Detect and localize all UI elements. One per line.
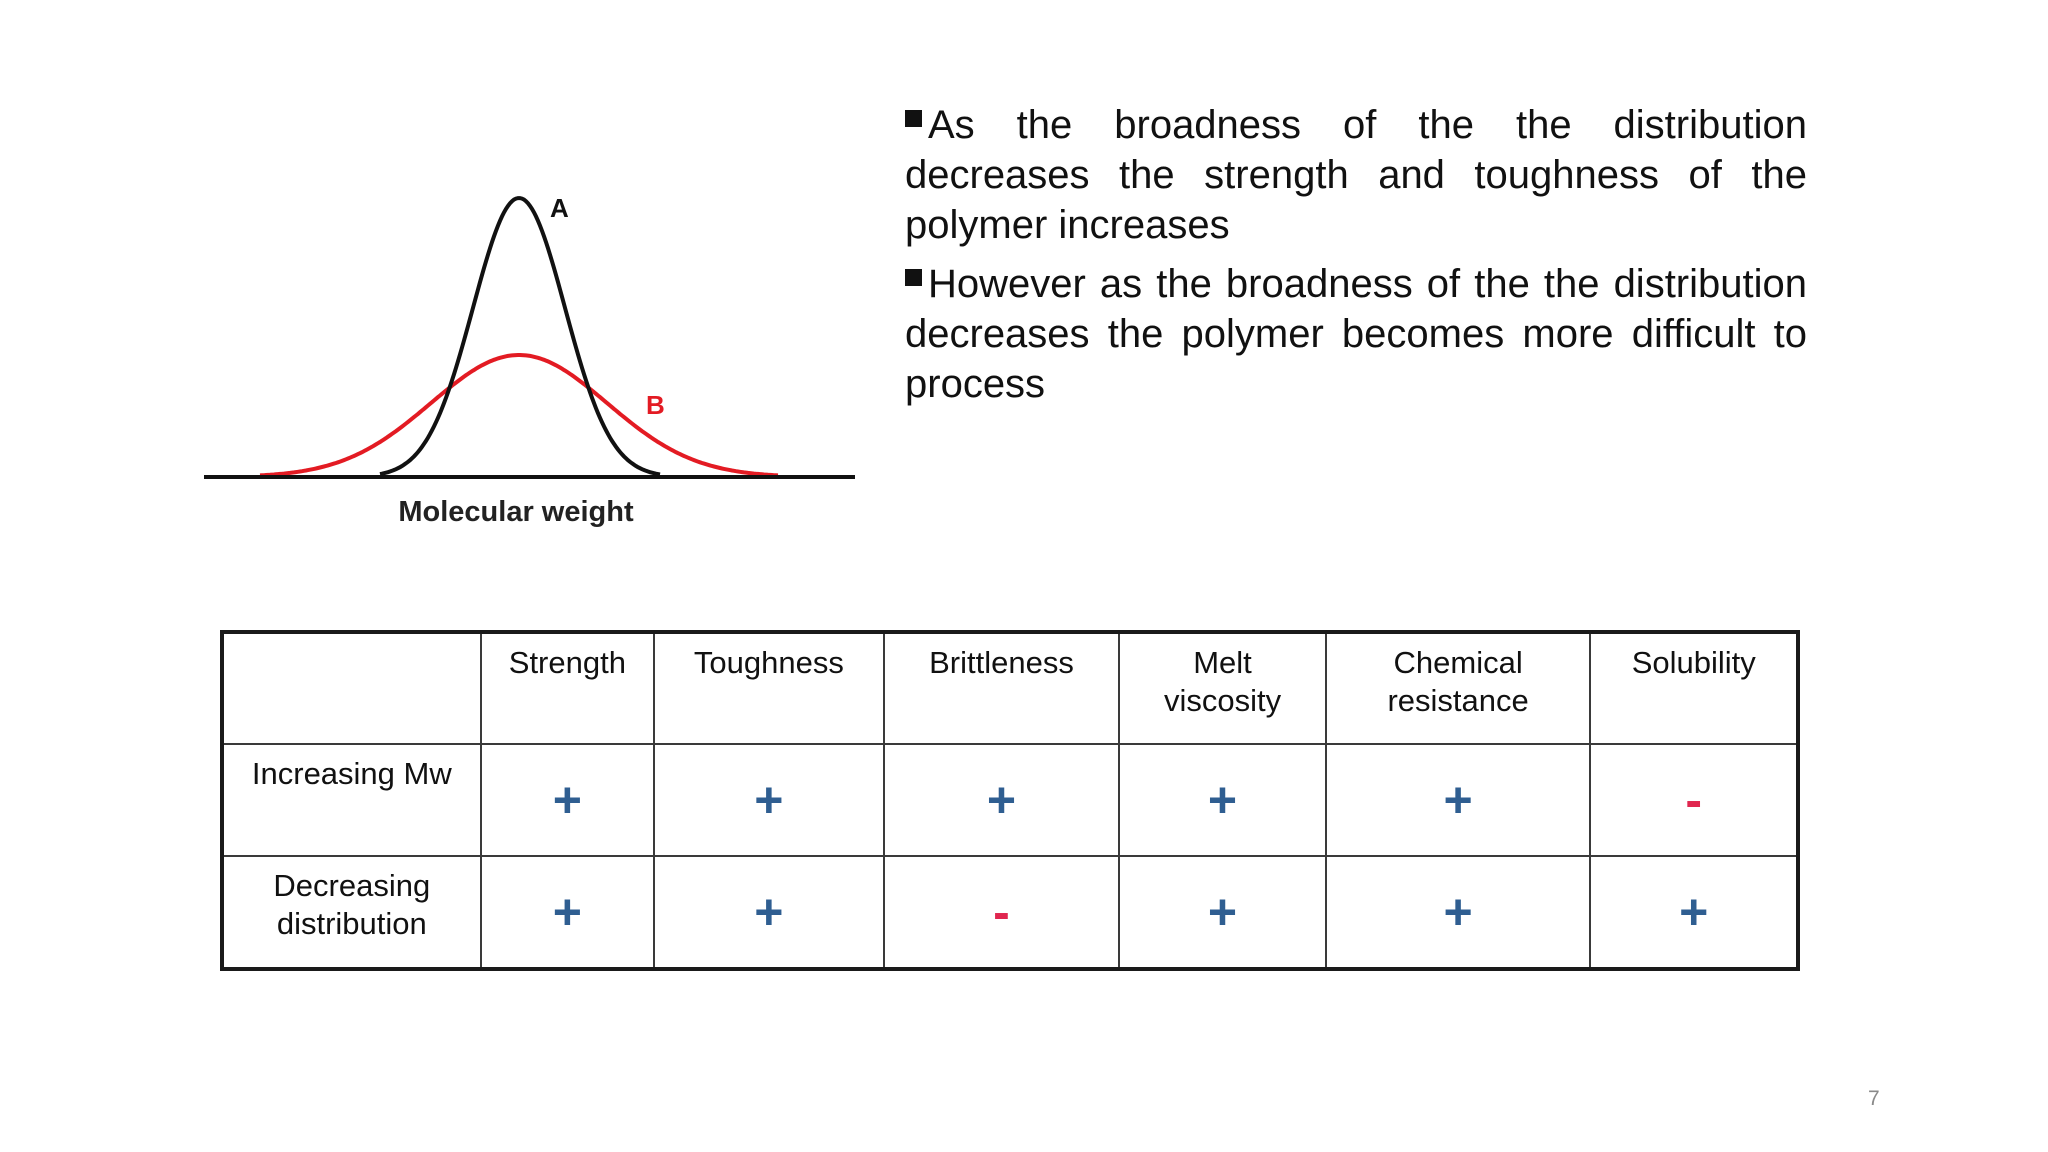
table-cell: + xyxy=(1118,743,1327,857)
table-cell: - xyxy=(1589,743,1799,857)
table-header-toughness: Toughness xyxy=(653,631,885,745)
table-cell: + xyxy=(479,855,656,970)
bullet-text: However as the broadness of the the dist… xyxy=(905,262,1807,406)
curve-a xyxy=(379,196,661,477)
properties-table: Strength Toughness Brittleness Melt visc… xyxy=(220,630,1800,971)
row-label-text: Decreasing distribution xyxy=(273,868,431,941)
table-cell: + xyxy=(653,855,885,970)
header-text: Melt viscosity xyxy=(1163,645,1282,718)
row-label: Decreasing distribution xyxy=(221,855,482,970)
table-header-empty xyxy=(221,631,482,745)
table-cell: + xyxy=(1324,855,1592,970)
bullet-item: However as the broadness of the the dist… xyxy=(905,259,1807,409)
table-cell: + xyxy=(1324,743,1592,857)
table-cell: + xyxy=(1589,855,1799,970)
table-header-chemical-resistance: Chemical resistance xyxy=(1324,631,1592,745)
bullet-list: As the broadness of the the distribution… xyxy=(905,100,1807,418)
curve-a-label: A xyxy=(550,193,569,223)
table-header-row: Strength Toughness Brittleness Melt visc… xyxy=(221,631,1799,745)
header-text: Chemical resistance xyxy=(1387,645,1529,718)
table-cell: + xyxy=(653,743,885,857)
table-header-melt-viscosity: Melt viscosity xyxy=(1118,631,1327,745)
distribution-curves-svg: A B Molecular weight xyxy=(204,193,855,528)
row-label: Increasing Mw xyxy=(221,743,482,857)
curve-b-label: B xyxy=(646,390,665,420)
table-row: Decreasing distribution + + - + + + xyxy=(221,855,1799,970)
page-number: 7 xyxy=(1868,1087,1880,1110)
axis-label: Molecular weight xyxy=(398,496,634,528)
table-cell: + xyxy=(1118,855,1327,970)
bullet-text: As the broadness of the the distribution… xyxy=(905,103,1807,247)
table-header-strength: Strength xyxy=(479,631,656,745)
table-header-solubility: Solubility xyxy=(1589,631,1799,745)
bullet-item: As the broadness of the the distribution… xyxy=(905,100,1807,250)
curve-b xyxy=(259,353,779,478)
table-cell: - xyxy=(882,855,1121,970)
table-header-brittleness: Brittleness xyxy=(882,631,1121,745)
square-bullet-icon xyxy=(905,269,922,286)
properties-table-wrapper: Strength Toughness Brittleness Melt visc… xyxy=(220,630,1800,971)
table-row: Increasing Mw + + + + + - xyxy=(221,743,1799,857)
table-cell: + xyxy=(479,743,656,857)
molecular-weight-distribution-diagram: A B Molecular weight xyxy=(200,180,870,540)
square-bullet-icon xyxy=(905,110,922,127)
table-cell: + xyxy=(882,743,1121,857)
